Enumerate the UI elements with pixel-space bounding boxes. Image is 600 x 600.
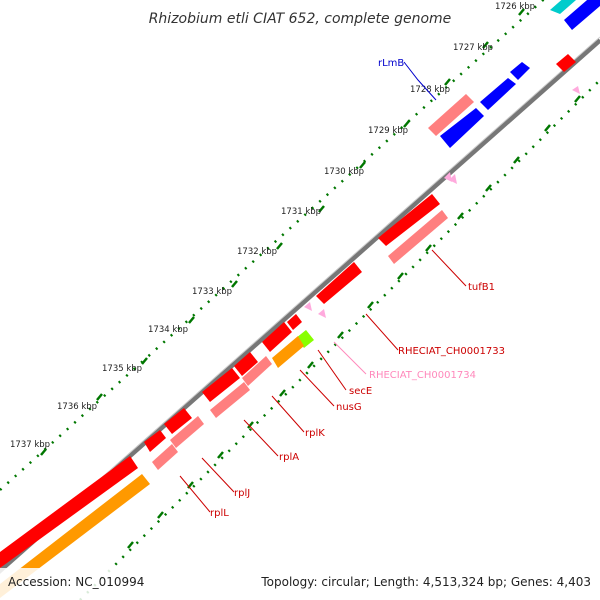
blue-feature [510, 62, 530, 80]
cds-forward [164, 408, 192, 434]
tick-label: 1735 kbp [102, 364, 142, 374]
gene-label-rheciat-ch0001733: RHECIAT_CH0001733 [398, 346, 505, 357]
gene-label-rpll: rplL [210, 508, 229, 519]
gene-label-sece: secE [349, 386, 372, 397]
cds-reverse [152, 444, 178, 470]
cds-forward [202, 368, 240, 402]
tick-label: 1726 kbp [495, 2, 535, 12]
tick-label: 1733 kbp [192, 287, 232, 297]
blue-feature [564, 0, 600, 30]
inner-ruler [79, 79, 600, 600]
tick-label: 1732 kbp [237, 247, 277, 257]
cds-forward [287, 314, 302, 330]
genome-info-text: Topology: circular; Length: 4,513,324 bp… [260, 575, 591, 589]
cds-reverse [242, 356, 272, 386]
gene-label-rpla: rplA [279, 452, 299, 463]
gene-label-rheciat-ch0001734: RHECIAT_CH0001734 [369, 370, 476, 381]
tick-label: 1734 kbp [148, 325, 188, 335]
trna-feature [572, 86, 580, 94]
gene-labels: rLmB tufB1 RHECIAT_CH0001733 RHECIAT_CH0… [210, 58, 505, 519]
cds-reverse [170, 416, 204, 448]
gene-label-rplj: rplJ [234, 488, 250, 499]
label-leaders [179, 61, 467, 513]
tick-label: 1731 kbp [281, 207, 321, 217]
cds-forward [316, 262, 362, 304]
footer-panel [0, 568, 600, 600]
cds-forward [0, 456, 138, 568]
blue-feature [440, 108, 484, 148]
cds-forward [556, 54, 576, 72]
inner-major-ticks [127, 95, 581, 549]
rrna-feature [272, 336, 304, 368]
tick-label: 1736 kbp [57, 402, 97, 412]
cds-reverse [210, 382, 250, 418]
gene-label-rlmb: rLmB [378, 58, 404, 69]
cds-forward [144, 430, 166, 452]
map-title: Rhizobium etli CIAT 652, complete genome [149, 11, 452, 27]
gene-label-rplk: rplK [305, 428, 325, 439]
tick-labels: 1726 kbp 1727 kbp 1728 kbp 1729 kbp 1730… [10, 2, 535, 450]
trna-feature [318, 309, 326, 318]
tick-label: 1737 kbp [10, 440, 50, 450]
gene-label-nusg: nusG [336, 402, 362, 413]
rrna-feature [0, 474, 150, 598]
tick-label: 1729 kbp [368, 126, 408, 136]
trna-feature [449, 174, 457, 184]
tick-label: 1730 kbp [324, 167, 364, 177]
outer-major-ticks [40, 8, 525, 456]
tick-label: 1727 kbp [453, 43, 493, 53]
cds-forward [378, 194, 440, 246]
outer-ruler [0, 0, 545, 491]
gene-label-tufb1: tufB1 [468, 282, 495, 293]
accession-text: Accession: NC_010994 [8, 575, 144, 589]
blue-feature [480, 78, 516, 110]
trna-feature [304, 302, 312, 311]
tick-label: 1728 kbp [410, 85, 450, 95]
cds-forward [234, 352, 258, 376]
cds-reverse [388, 210, 448, 264]
cds-reverse [428, 94, 474, 136]
cds-forward [262, 322, 292, 352]
cyan-feature [550, 0, 576, 14]
